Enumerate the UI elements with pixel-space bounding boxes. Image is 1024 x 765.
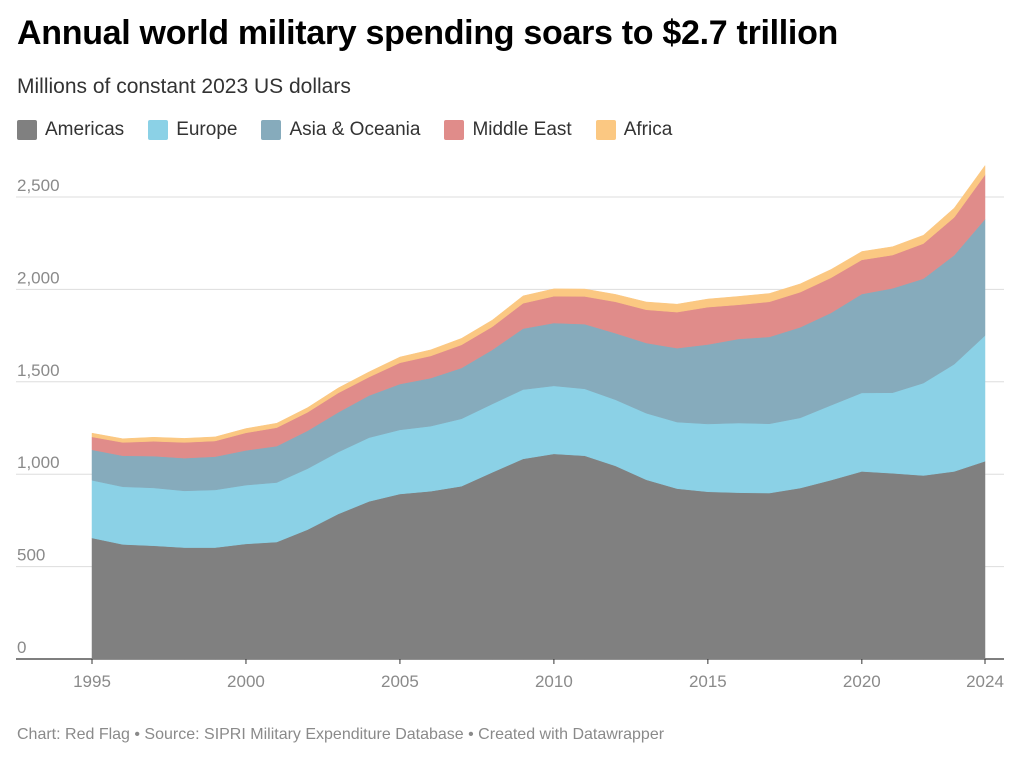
legend-swatch-americas — [17, 120, 37, 140]
y-tick-label: 500 — [17, 546, 45, 565]
x-tick-label: 2005 — [381, 672, 419, 691]
legend-item-africa: Africa — [595, 119, 673, 141]
y-tick-label: 0 — [17, 638, 26, 657]
legend-swatch-africa — [595, 120, 616, 140]
x-tick-label: 2024 — [966, 672, 1004, 691]
legend-item-europe: Europe — [148, 119, 237, 141]
chart-legend: Americas Europe Asia & Oceania Middle Ea… — [17, 119, 696, 141]
x-tick-label: 1995 — [73, 672, 111, 691]
y-tick-label: 2,000 — [17, 268, 60, 287]
x-tick-label: 2010 — [535, 672, 573, 691]
legend-label-africa: Africa — [623, 119, 673, 140]
y-axis-ticks: 0 500 1,000 1,500 2,000 2,500 — [17, 176, 60, 657]
y-tick-label: 1,000 — [17, 453, 60, 472]
x-tick-label: 2000 — [227, 672, 265, 691]
area-africa — [91, 164, 986, 443]
legend-item-americas: Americas — [17, 119, 124, 141]
legend-label-asia-oceania: Asia & Oceania — [289, 119, 421, 140]
chart-footer: Chart: Red Flag • Source: SIPRI Military… — [17, 726, 665, 743]
x-axis-ticks: 1995 2000 2005 2010 2015 2020 2024 — [73, 659, 1004, 691]
legend-label-europe: Europe — [176, 119, 238, 140]
legend-label-middle-east: Middle East — [472, 119, 572, 140]
chart-subtitle: Millions of constant 2023 US dollars — [17, 75, 351, 98]
area-series — [91, 164, 986, 660]
x-tick-label: 2015 — [689, 672, 727, 691]
y-tick-label: 2,500 — [17, 176, 60, 195]
legend-label-americas: Americas — [45, 119, 125, 140]
legend-item-middle-east: Middle East — [444, 119, 572, 141]
legend-swatch-middle-east — [444, 120, 465, 140]
x-tick-label: 2020 — [843, 672, 881, 691]
y-tick-label: 1,500 — [17, 361, 60, 380]
legend-swatch-europe — [148, 120, 169, 140]
chart-title: Annual world military spending soars to … — [17, 14, 839, 52]
legend-swatch-asia-oceania — [261, 120, 282, 140]
legend-item-asia-oceania: Asia & Oceania — [261, 119, 420, 141]
